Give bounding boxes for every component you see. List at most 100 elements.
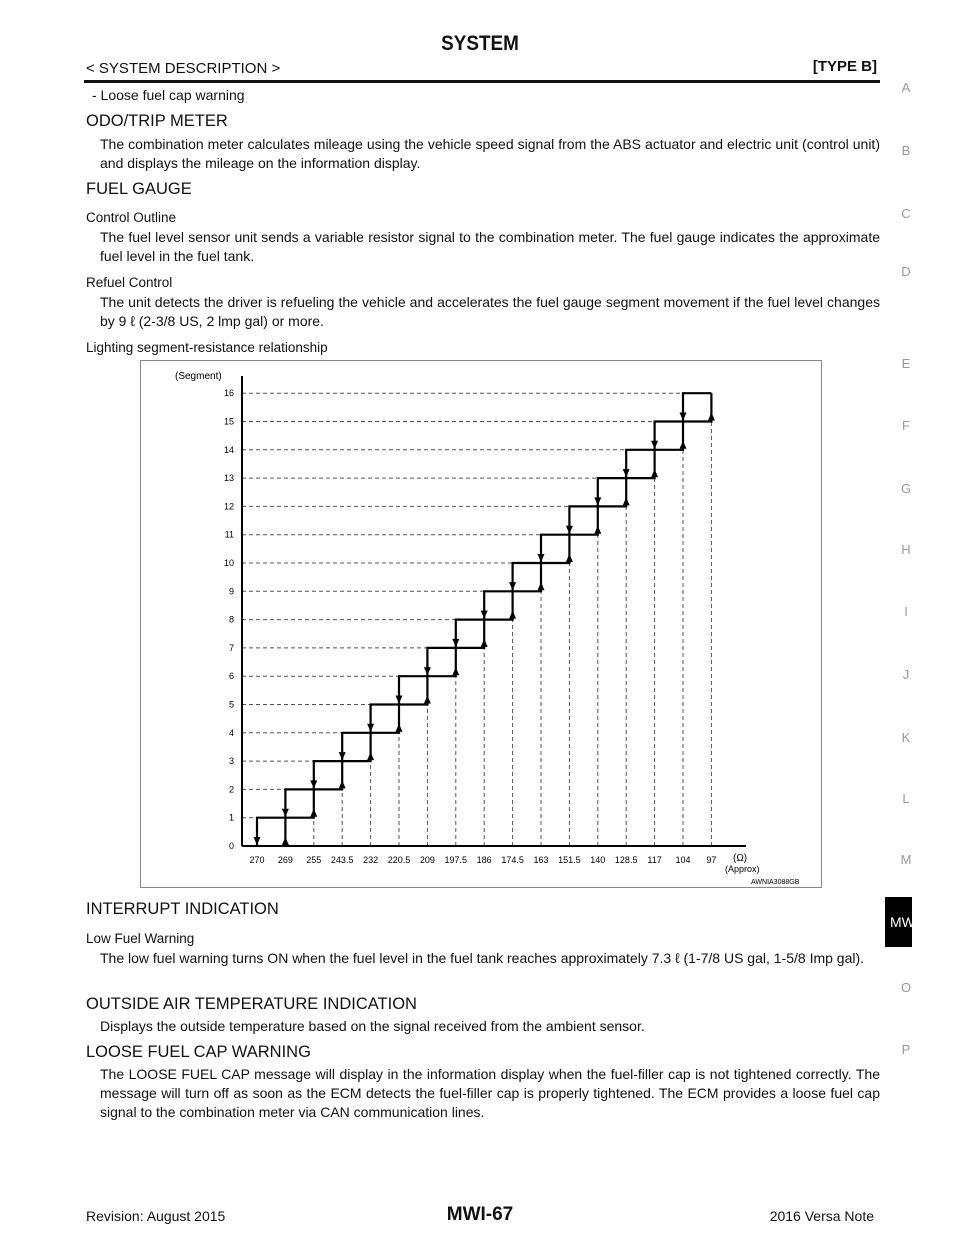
footer-revision: Revision: August 2015: [86, 1208, 226, 1224]
y-tick-label: 13: [224, 473, 234, 483]
y-tick-label: 9: [229, 586, 234, 596]
footer-page-number: MWI-67: [446, 1204, 514, 1225]
side-index-p[interactable]: P: [901, 1042, 911, 1057]
y-tick-label: 15: [224, 417, 234, 427]
side-index-c[interactable]: C: [901, 206, 911, 221]
arrow-up-marker: [622, 497, 630, 506]
y-tick-label: 0: [229, 841, 234, 851]
arrow-up-marker: [565, 554, 573, 562]
text-control-outline: The fuel level sensor unit sends a varia…: [100, 229, 880, 264]
heading-refuel-control: Refuel Control: [86, 275, 173, 290]
arrow-down-marker: [480, 610, 488, 619]
side-index-g[interactable]: G: [900, 481, 912, 496]
arrow-up-marker: [594, 525, 602, 534]
heading-odo: ODO/TRIP METER: [86, 112, 228, 130]
arrow-down-marker: [253, 837, 261, 845]
arrow-down-marker: [423, 667, 431, 676]
arrow-up-marker: [509, 610, 517, 619]
arrow-down-marker: [537, 554, 545, 562]
arrow-down-marker: [509, 582, 517, 591]
side-index-e[interactable]: E: [901, 356, 911, 371]
heading-low-fuel: Low Fuel Warning: [86, 931, 195, 946]
x-tick-label: 163: [533, 855, 548, 865]
x-tick-label: 209: [420, 855, 435, 865]
y-tick-label: 12: [224, 501, 234, 511]
y-axis-label: (Segment): [175, 371, 222, 382]
arrow-up-marker: [367, 752, 375, 761]
x-tick-label: 269: [278, 855, 293, 865]
arrow-down-marker: [622, 469, 630, 478]
x-axis-note: (Approx): [725, 864, 760, 874]
y-tick-label: 1: [229, 813, 234, 823]
text-outside-air: Displays the outside temperature based o…: [100, 1018, 645, 1034]
footer-model: 2016 Versa Note: [769, 1208, 874, 1224]
side-index-a[interactable]: A: [901, 80, 911, 95]
side-index-h[interactable]: H: [901, 542, 911, 557]
x-tick-label: 255: [306, 855, 321, 865]
heading-fuel-gauge: FUEL GAUGE: [86, 180, 192, 198]
chart-caption: Lighting segment-resistance relationship: [86, 340, 328, 355]
side-index-f[interactable]: F: [902, 418, 910, 433]
x-tick-label: 186: [477, 855, 492, 865]
x-tick-label: 197.5: [445, 855, 468, 865]
arrow-up-marker: [423, 695, 431, 704]
side-index-d[interactable]: D: [901, 264, 911, 279]
arrow-up-marker: [310, 808, 318, 817]
y-tick-label: 11: [225, 530, 234, 540]
arrow-down-marker: [310, 780, 318, 789]
figure-id: AWNIA3088GB: [751, 879, 800, 886]
x-tick-label: 151.5: [558, 855, 581, 865]
arrow-up-marker: [338, 780, 346, 789]
side-index-l[interactable]: L: [902, 791, 910, 806]
arrow-up-marker: [707, 412, 715, 421]
side-index-b[interactable]: B: [901, 143, 911, 158]
arrow-down-marker: [565, 525, 573, 534]
y-tick-label: 6: [229, 671, 234, 681]
text-low-fuel: The low fuel warning turns ON when the f…: [100, 950, 865, 966]
segment-resistance-chart: (Segment) 0 1 2 3 4 5 6 7 8 9 10 11 12 13 14 15 16 270 269…: [140, 360, 822, 888]
text-refuel-control: The unit detects the driver is refueling…: [100, 294, 880, 329]
text-loose-cap: The LOOSE FUEL CAP message will display …: [100, 1066, 880, 1120]
arrow-up-marker: [537, 582, 545, 591]
arrow-down-marker: [679, 412, 687, 421]
heading-outside-air: OUTSIDE AIR TEMPERATURE INDICATION: [86, 995, 417, 1013]
y-tick-label: 4: [229, 728, 234, 738]
side-index-k[interactable]: K: [901, 730, 911, 745]
y-tick-label: 8: [229, 615, 234, 625]
arrow-up-marker: [679, 440, 687, 449]
side-index-j[interactable]: J: [902, 667, 910, 682]
x-tick-label: 104: [675, 855, 690, 865]
arrow-up-marker: [281, 837, 289, 845]
x-tick-label: 117: [647, 855, 661, 865]
heading-loose-cap: LOOSE FUEL CAP WARNING: [86, 1043, 311, 1061]
section-breadcrumb: < SYSTEM DESCRIPTION >: [86, 60, 281, 77]
y-tick-label: 2: [229, 784, 234, 794]
arrow-down-marker: [395, 695, 403, 704]
side-index-i[interactable]: I: [904, 604, 908, 619]
arrow-down-marker: [594, 497, 602, 506]
side-index-m[interactable]: M: [900, 852, 912, 867]
arrow-down-marker: [651, 440, 659, 449]
x-tick-label: 97: [706, 855, 716, 865]
x-tick-label: 270: [249, 855, 264, 865]
text-odo: The combination meter calculates mileage…: [100, 136, 880, 171]
arrow-down-marker: [452, 638, 460, 647]
side-index-o[interactable]: O: [900, 980, 912, 995]
y-tick-label: 16: [224, 388, 234, 398]
y-tick-label: 14: [224, 445, 234, 455]
x-axis-unit: (Ω): [733, 853, 747, 864]
x-tick-label: 243.5: [331, 855, 354, 865]
arrow-up-marker: [480, 638, 488, 647]
type-label: [TYPE B]: [812, 58, 877, 75]
arrow-down-marker: [281, 808, 289, 817]
x-tick-label: 232: [363, 855, 378, 865]
y-tick-label: 5: [229, 700, 234, 710]
arrow-up-marker: [452, 667, 460, 676]
arrow-down-marker: [367, 723, 375, 732]
page-title: SYSTEM: [441, 32, 519, 55]
side-index-mwi[interactable]: MWI: [885, 897, 912, 947]
x-tick-label: 128.5: [615, 855, 638, 865]
arrow-down-marker: [338, 752, 346, 761]
heading-control-outline: Control Outline: [86, 210, 177, 225]
